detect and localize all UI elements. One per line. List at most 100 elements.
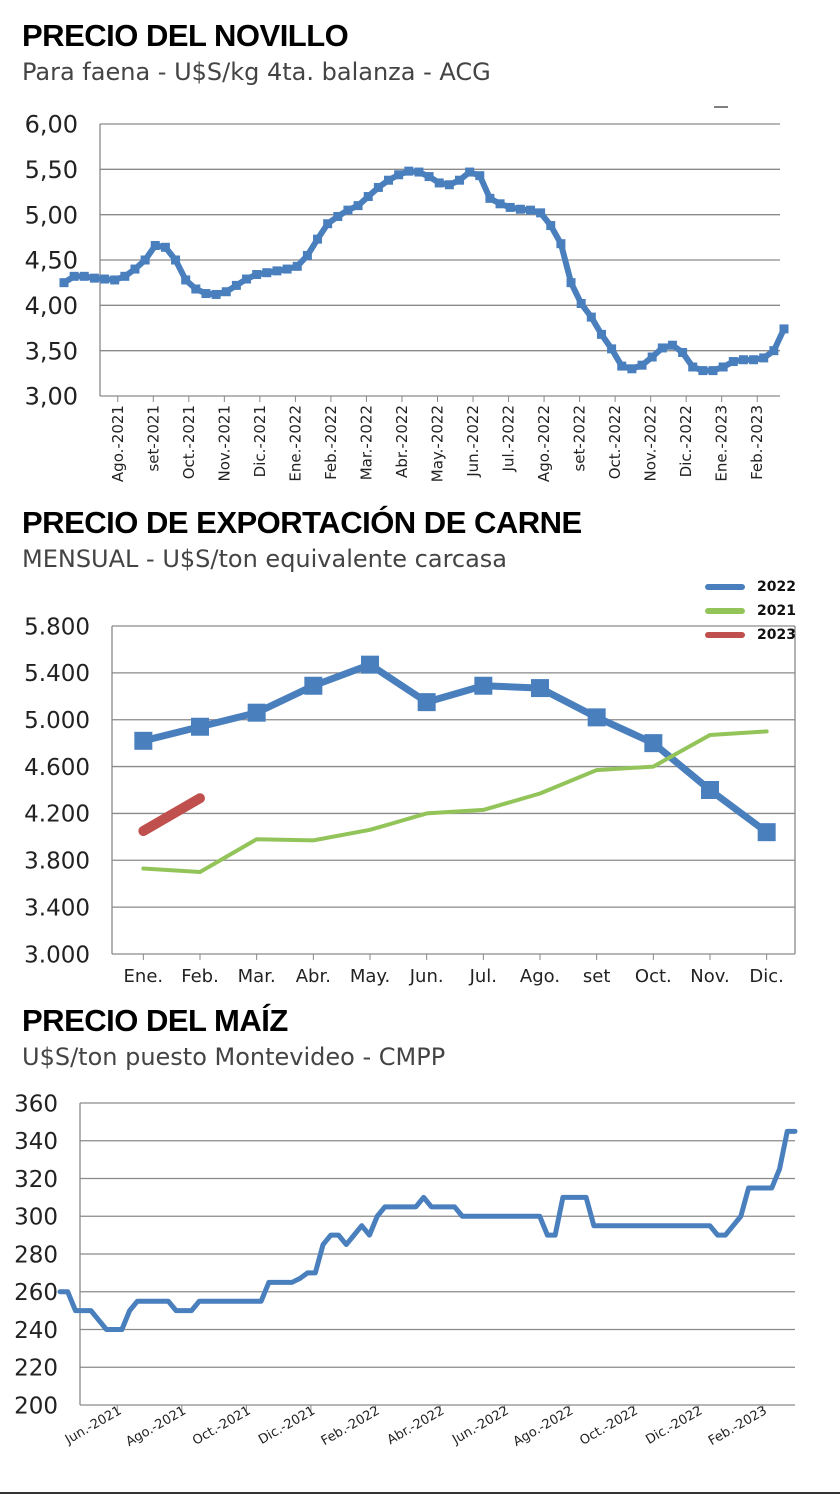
x-tick-label: Abr.-2022: [393, 405, 411, 478]
legend-swatch-2021: [705, 608, 746, 614]
y-tick-label: 4,00: [25, 292, 78, 320]
x-tick-label: set-2021: [144, 405, 162, 472]
data-point-novillo: [738, 355, 748, 365]
bottom-divider: [0, 1492, 840, 1494]
data-point-novillo: [211, 289, 221, 299]
x-tick-label: Ago.-2021: [123, 1403, 188, 1449]
x-tick-label: Jul.: [469, 966, 497, 987]
data-point-2022: [644, 734, 663, 753]
chart2-subtitle: MENSUAL - U$S/ton equivalente carcasa: [22, 545, 508, 573]
x-tick-label: Mar.: [238, 966, 276, 987]
novillo-chart: 3,00 3,50 4,00 4,50 5,00 5,50 6,00 Ago.-2021 set…: [25, 106, 789, 482]
data-point-novillo: [110, 275, 120, 285]
series-line-novillo: [61, 168, 787, 374]
data-point-novillo: [485, 193, 495, 203]
y-tick-label: 3.400: [24, 895, 90, 921]
data-point-2022: [531, 679, 549, 698]
data-point-novillo: [779, 324, 789, 334]
data-point-novillo: [708, 366, 718, 376]
y-tick-label: 280: [14, 1242, 58, 1268]
data-point-novillo: [262, 268, 272, 278]
data-point-novillo: [607, 344, 617, 354]
x-tick-label: Feb.-2022: [322, 405, 340, 480]
data-point-novillo: [586, 312, 596, 322]
data-point-novillo: [576, 299, 586, 309]
series-line-2022: [139, 661, 771, 836]
data-point-novillo: [130, 264, 140, 274]
data-point-2022: [474, 676, 493, 695]
x-tick-label: Feb.-2022: [319, 1403, 383, 1448]
legend-item-2021: 2021: [705, 599, 796, 623]
x-tick-label: Nov.-2022: [642, 405, 660, 481]
data-point-novillo: [302, 250, 312, 260]
data-point-novillo: [242, 274, 252, 284]
data-point-novillo: [79, 271, 89, 281]
data-point-novillo: [515, 204, 525, 214]
x-tick-label: Oct.-2021: [180, 405, 198, 479]
data-point-novillo: [100, 274, 110, 284]
data-point-novillo: [495, 199, 505, 209]
data-point-novillo: [140, 255, 150, 265]
y-tick-label: 3,00: [25, 383, 78, 411]
data-point-2022: [701, 781, 719, 799]
legend-label-2023: 2023: [757, 627, 796, 643]
data-point-novillo: [282, 264, 292, 274]
y-tick-label: 5.800: [24, 614, 90, 640]
x-tick-label: Dic.: [749, 966, 783, 987]
y-tick-label: 220: [14, 1356, 58, 1382]
data-point-2022: [361, 655, 379, 674]
data-point-novillo: [323, 219, 333, 229]
legend-item-2023: 2023: [705, 623, 796, 647]
chart3-subtitle: U$S/ton puesto Montevideo - CMPP: [22, 1043, 446, 1071]
x-tick-label: Dic.-2022: [677, 405, 695, 477]
data-point-novillo: [59, 278, 69, 288]
x-tick-label: Abr.-2022: [385, 1403, 447, 1448]
data-point-novillo: [769, 346, 779, 356]
series-line-ma-z: [57, 1128, 798, 1332]
data-point-novillo: [566, 278, 576, 288]
y-tick-label: 4.200: [24, 802, 90, 828]
data-point-novillo: [444, 180, 454, 190]
x-tick-label: Dic.-2022: [643, 1403, 705, 1447]
x-tick-label: Jun.: [409, 966, 444, 987]
y-tick-label: 5,50: [25, 156, 78, 184]
data-point-novillo: [617, 361, 627, 371]
data-point-novillo: [343, 205, 353, 215]
data-point-2022: [247, 703, 266, 722]
x-tick-label: Oct.-2022: [606, 405, 624, 479]
y-tick-label: 5.000: [24, 708, 90, 734]
data-point-2022: [191, 717, 209, 736]
data-point-novillo: [596, 329, 606, 339]
chart1-title: PRECIO DEL NOVILLO: [22, 18, 349, 53]
data-point-2022: [587, 708, 606, 727]
x-tick-label: Oct.-2022: [577, 1403, 640, 1448]
data-point-novillo: [373, 182, 383, 192]
x-tick-label: Abr.: [296, 966, 331, 987]
chart3-title: PRECIO DEL MAÍZ: [22, 1003, 288, 1038]
y-tick-label: 360: [14, 1091, 58, 1117]
data-point-novillo: [698, 366, 708, 376]
y-tick-label: 5,00: [25, 201, 78, 229]
legend-item-2022: 2022: [705, 575, 796, 599]
data-point-2022: [757, 823, 776, 842]
series-line-2023: [138, 793, 205, 836]
y-tick-label: 320: [14, 1167, 58, 1193]
x-tick-label: Oct.-2021: [190, 1403, 253, 1448]
x-tick-label: set-2022: [571, 405, 589, 472]
x-tick-label: Ago.-2021: [109, 405, 127, 482]
data-point-novillo: [627, 364, 637, 374]
x-tick-label: Jun.-2021: [62, 1403, 124, 1448]
x-tick-label: Ago.: [520, 966, 560, 987]
y-tick-label: 300: [14, 1205, 58, 1231]
x-tick-label: Feb.-2023: [748, 405, 766, 480]
data-point-novillo: [465, 167, 475, 177]
legend-label-2021: 2021: [757, 603, 796, 619]
data-point-novillo: [505, 202, 515, 212]
data-point-novillo: [171, 255, 181, 265]
data-point-novillo: [556, 239, 566, 249]
series-line-2021: [141, 729, 769, 874]
data-point-novillo: [333, 211, 343, 221]
x-tick-label: Nov.: [690, 966, 729, 987]
y-tick-label: 3.800: [24, 849, 90, 875]
